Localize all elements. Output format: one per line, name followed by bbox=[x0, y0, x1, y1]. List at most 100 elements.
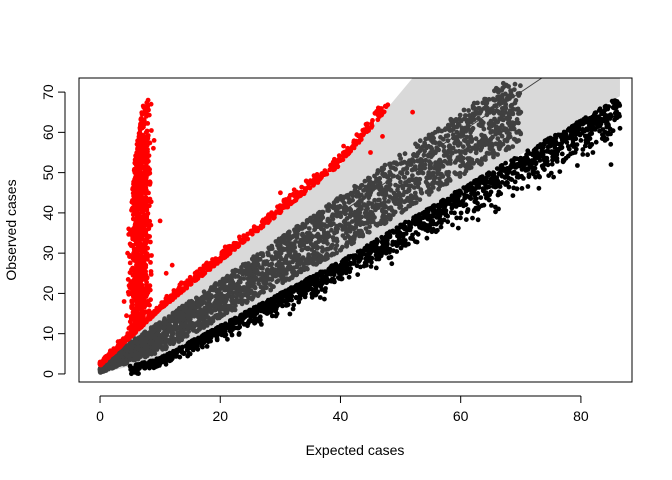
data-point-inside bbox=[441, 144, 447, 150]
data-point-below bbox=[402, 238, 408, 243]
data-point-below bbox=[536, 155, 542, 161]
data-point-inside bbox=[388, 215, 393, 221]
data-point-inside bbox=[323, 238, 329, 243]
data-point-below bbox=[588, 143, 594, 148]
data-point-inside bbox=[392, 195, 398, 201]
data-point-inside bbox=[493, 85, 499, 91]
data-point-inside bbox=[427, 162, 433, 168]
data-point-below bbox=[190, 347, 196, 353]
data-point-inside bbox=[298, 258, 304, 264]
data-point-inside bbox=[366, 201, 372, 206]
data-point-below bbox=[509, 161, 515, 167]
data-point-inside bbox=[402, 151, 408, 157]
data-point-inside bbox=[261, 280, 266, 285]
data-point-below bbox=[442, 203, 448, 209]
data-point-inside bbox=[507, 108, 513, 113]
data-point-below bbox=[258, 306, 264, 312]
data-point-below bbox=[516, 174, 522, 179]
data-point-below bbox=[575, 125, 581, 131]
data-point-inside bbox=[176, 305, 182, 311]
data-point-inside bbox=[474, 145, 479, 151]
data-point-inside bbox=[518, 83, 523, 89]
data-point-inside bbox=[363, 226, 369, 232]
data-point-inside bbox=[463, 113, 468, 118]
data-point-inside bbox=[453, 138, 459, 144]
data-point-inside bbox=[503, 126, 509, 132]
data-point-inside bbox=[430, 180, 435, 186]
data-point-inside bbox=[493, 118, 499, 124]
data-point-inside bbox=[288, 275, 293, 281]
data-point-inside bbox=[346, 199, 352, 205]
data-point-inside bbox=[463, 168, 469, 174]
data-point-below bbox=[524, 152, 529, 158]
data-point-inside bbox=[466, 144, 472, 150]
data-point-inside bbox=[252, 285, 258, 291]
data-point-below bbox=[242, 309, 248, 315]
data-point-below bbox=[390, 228, 396, 234]
data-point-below bbox=[364, 243, 370, 249]
data-point-inside bbox=[342, 235, 348, 241]
data-point-below bbox=[278, 296, 284, 301]
data-point-inside bbox=[325, 208, 330, 213]
data-point-inside bbox=[316, 219, 321, 225]
data-point-below bbox=[502, 166, 507, 172]
data-point-below bbox=[431, 226, 436, 232]
data-point-below bbox=[186, 340, 192, 345]
data-point-inside bbox=[348, 207, 354, 213]
data-point-inside bbox=[517, 110, 523, 116]
data-point-below bbox=[157, 359, 163, 365]
data-point-below bbox=[206, 333, 212, 338]
data-point-inside bbox=[491, 97, 496, 103]
data-point-below bbox=[454, 215, 460, 221]
data-point-inside bbox=[198, 297, 203, 302]
data-point-inside bbox=[482, 133, 487, 139]
data-point-below bbox=[346, 274, 352, 280]
data-point-below bbox=[445, 213, 450, 219]
data-point-below bbox=[273, 303, 279, 309]
data-point-inside bbox=[329, 227, 334, 233]
data-point-inside bbox=[280, 275, 286, 280]
data-point-inside bbox=[383, 214, 389, 220]
data-point-below bbox=[594, 120, 600, 125]
data-point-below bbox=[141, 360, 147, 366]
data-point-inside bbox=[221, 277, 227, 283]
data-point-inside bbox=[314, 251, 320, 256]
data-point-inside bbox=[366, 175, 371, 181]
data-point-inside bbox=[213, 298, 219, 304]
data-point-below bbox=[563, 131, 569, 137]
data-point-inside bbox=[353, 215, 359, 221]
data-point-inside bbox=[383, 220, 389, 226]
data-point-below bbox=[383, 234, 389, 240]
data-point-inside bbox=[456, 142, 462, 147]
data-point-inside bbox=[466, 108, 471, 113]
data-point-inside bbox=[229, 305, 235, 311]
data-point-inside bbox=[285, 260, 290, 266]
data-point-below bbox=[318, 270, 323, 276]
data-point-inside bbox=[371, 215, 377, 220]
data-point-below bbox=[274, 311, 280, 317]
data-point-inside bbox=[374, 204, 380, 209]
data-point-below bbox=[314, 278, 319, 284]
data-point-inside bbox=[342, 218, 348, 224]
data-point-below bbox=[469, 190, 474, 196]
data-point-below bbox=[499, 180, 505, 185]
data-point-inside bbox=[419, 165, 424, 171]
data-point-inside bbox=[142, 346, 147, 351]
data-point-below bbox=[560, 157, 566, 163]
data-point-inside bbox=[367, 185, 373, 191]
data-point-below bbox=[445, 219, 451, 225]
data-point-below bbox=[467, 195, 472, 200]
data-point-inside bbox=[269, 283, 275, 289]
data-point-inside bbox=[362, 178, 368, 184]
data-point-inside bbox=[343, 211, 348, 217]
data-point-below bbox=[569, 135, 575, 141]
data-point-below bbox=[402, 242, 408, 248]
data-point-inside bbox=[268, 287, 274, 293]
data-point-inside bbox=[473, 150, 479, 156]
data-point-below bbox=[551, 174, 556, 180]
data-point-inside bbox=[406, 187, 412, 193]
data-point-above bbox=[147, 196, 153, 202]
data-point-inside bbox=[474, 158, 480, 163]
data-point-inside bbox=[294, 224, 300, 230]
data-point-inside bbox=[410, 167, 416, 172]
